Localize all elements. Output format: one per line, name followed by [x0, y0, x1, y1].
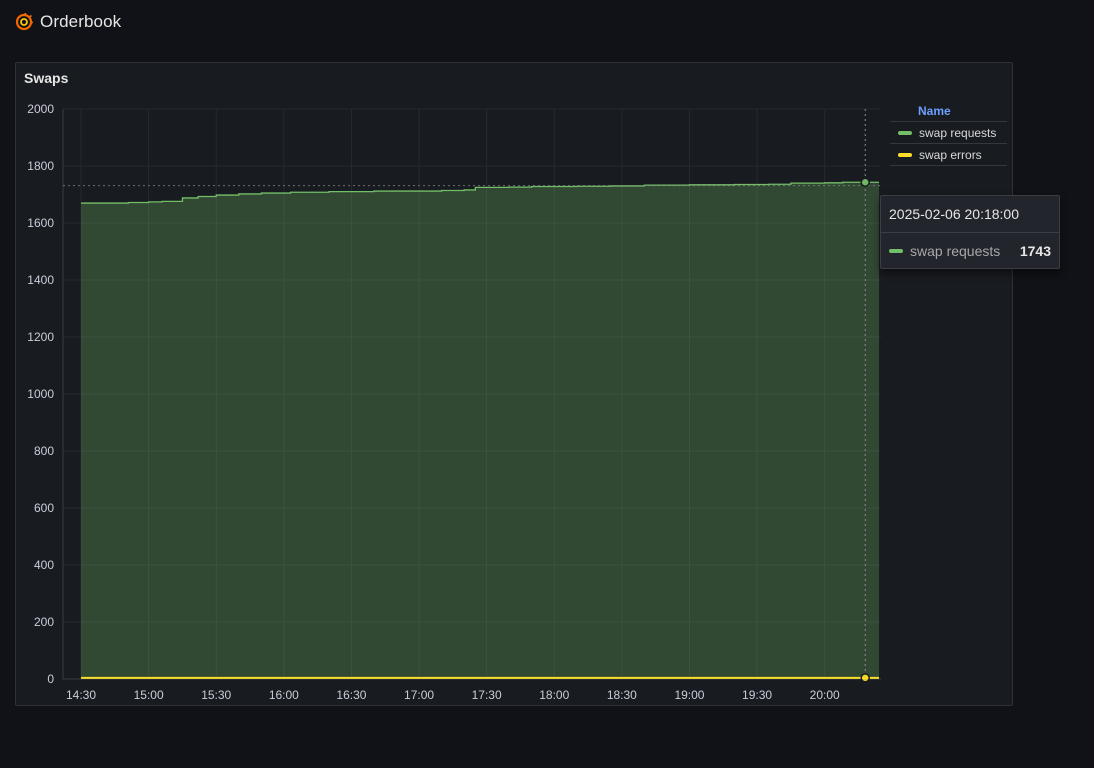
tooltip-row: swap requests 1743 [881, 233, 1059, 269]
x-tick-label: 20:00 [810, 688, 840, 702]
legend: Name swap requests swap errors [890, 101, 1007, 166]
x-tick-label: 18:00 [539, 688, 569, 702]
tooltip-value: 1743 [1019, 243, 1051, 259]
x-tick-label: 15:00 [134, 688, 164, 702]
x-tick-label: 16:00 [269, 688, 299, 702]
y-tick-label: 400 [34, 558, 54, 572]
series-area-swap-requests [81, 182, 880, 679]
tooltip-series-name: swap requests [910, 243, 1001, 259]
panel-title[interactable]: Swaps [24, 70, 69, 86]
swaps-panel: Swaps 0 200 400 600 800 1000 1200 1400 1600 1800 2… [15, 62, 1013, 706]
y-tick-label: 1600 [27, 216, 54, 230]
hover-tooltip: 2025-02-06 20:18:00 swap requests 1743 [880, 195, 1060, 269]
y-tick-label: 0 [47, 672, 54, 686]
y-tick-label: 1200 [27, 330, 54, 344]
y-tick-label: 200 [34, 615, 54, 629]
legend-header[interactable]: Name [890, 101, 1007, 122]
x-tick-label: 19:30 [742, 688, 772, 702]
y-tick-label: 600 [34, 501, 54, 515]
x-tick-label: 19:00 [674, 688, 704, 702]
tooltip-time: 2025-02-06 20:18:00 [881, 196, 1059, 233]
legend-item-swap-errors[interactable]: swap errors [890, 144, 1007, 166]
legend-item-label: swap errors [919, 147, 982, 162]
hover-point-swap-errors [860, 673, 870, 683]
x-tick-label: 16:30 [336, 688, 366, 702]
x-tick-label: 17:30 [472, 688, 502, 702]
swaps-chart[interactable]: 0 200 400 600 800 1000 1200 1400 1600 1800 2000 14:… [16, 63, 1014, 707]
grafana-logo-icon[interactable] [15, 13, 33, 31]
page-title: Orderbook [40, 12, 122, 31]
y-tick-label: 2000 [27, 102, 54, 116]
series-line-swap-requests [81, 181, 879, 204]
x-tick-label: 18:30 [607, 688, 637, 702]
y-tick-label: 1000 [27, 387, 54, 401]
legend-item-label: swap requests [919, 125, 997, 140]
legend-swatch-icon [898, 130, 912, 135]
x-tick-label: 17:00 [404, 688, 434, 702]
page-header: Orderbook [15, 10, 121, 34]
x-tick-label: 14:30 [66, 688, 96, 702]
x-tick-label: 15:30 [201, 688, 231, 702]
y-tick-label: 1800 [27, 159, 54, 173]
y-tick-label: 800 [34, 444, 54, 458]
hover-point-swap-requests [860, 177, 870, 187]
legend-item-swap-requests[interactable]: swap requests [890, 122, 1007, 144]
legend-swatch-icon [898, 152, 912, 157]
tooltip-swatch-icon [889, 249, 903, 253]
y-tick-label: 1400 [27, 273, 54, 287]
